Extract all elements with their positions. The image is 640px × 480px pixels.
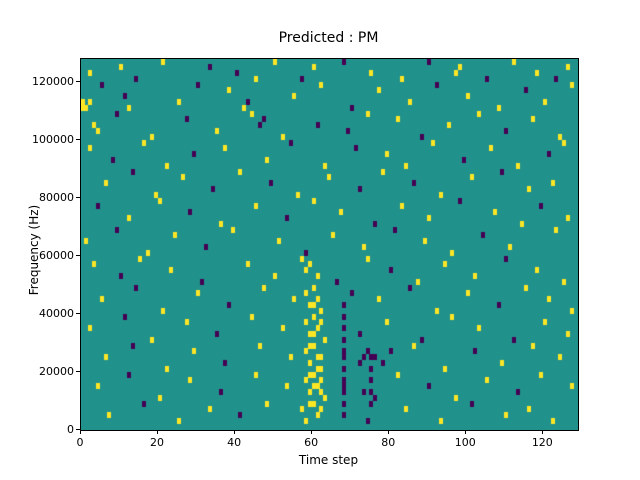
y-tick-label: 60000 bbox=[39, 249, 74, 263]
y-tick-mark bbox=[76, 371, 80, 373]
y-tick-mark bbox=[76, 139, 80, 141]
x-tick-label: 60 bbox=[304, 436, 319, 449]
y-tick-label: 100000 bbox=[32, 133, 74, 147]
x-tick-label: 120 bbox=[531, 436, 553, 449]
x-axis-label: Time step bbox=[298, 453, 359, 467]
y-tick-mark bbox=[76, 429, 80, 430]
chart-title: Predicted : PM bbox=[278, 30, 379, 46]
x-tick-mark bbox=[234, 430, 236, 434]
x-tick-label: 80 bbox=[381, 436, 396, 449]
x-tick-label: 40 bbox=[227, 436, 242, 449]
y-tick-label: 0 bbox=[67, 423, 74, 436]
y-tick-label: 120000 bbox=[32, 75, 74, 89]
y-tick-label: 40000 bbox=[39, 307, 74, 321]
x-tick-mark bbox=[542, 430, 544, 434]
x-tick-mark bbox=[465, 430, 467, 434]
y-tick-mark bbox=[76, 81, 80, 83]
x-tick-label: 0 bbox=[76, 436, 84, 449]
plot-area bbox=[80, 58, 579, 431]
y-tick-label: 80000 bbox=[39, 191, 74, 205]
heatmap-canvas bbox=[81, 59, 578, 430]
y-tick-mark bbox=[76, 313, 80, 315]
x-tick-mark bbox=[388, 430, 390, 434]
x-tick-label: 100 bbox=[454, 436, 476, 449]
x-tick-mark bbox=[157, 430, 159, 434]
y-tick-mark bbox=[76, 255, 80, 257]
x-tick-label: 20 bbox=[150, 436, 165, 449]
x-tick-mark bbox=[311, 430, 313, 434]
y-tick-label: 20000 bbox=[39, 365, 74, 379]
y-tick-mark bbox=[76, 197, 80, 199]
x-tick-mark bbox=[80, 430, 81, 434]
